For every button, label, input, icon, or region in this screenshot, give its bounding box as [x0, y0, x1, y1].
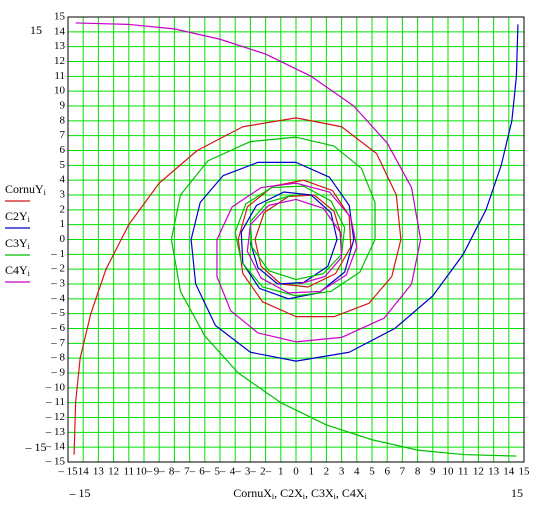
y-tick-label: 8 — [60, 114, 66, 126]
x-tick-label: 15 — [519, 466, 531, 478]
x-tick-label: 3 — [339, 466, 345, 478]
x-label-part: , C4X — [336, 486, 365, 500]
y-tick-label: – 14 — [45, 441, 66, 453]
legend-name: C3Y — [5, 236, 28, 250]
legend-label: C4Yi — [5, 263, 31, 278]
legend-subscript: i — [28, 269, 31, 278]
y-limit-label: – 15 — [25, 440, 47, 454]
x-tick-label: 4– — [230, 466, 242, 478]
y-tick-label: – 1 — [50, 248, 65, 260]
y-tick-label: 12 — [54, 55, 65, 67]
legend-subscript: i — [44, 188, 47, 197]
spiral-line — [190, 24, 519, 362]
y-tick-label: 14 — [54, 25, 66, 37]
y-tick-label: – 6 — [50, 322, 65, 334]
y-tick-label: 1 — [60, 218, 66, 230]
x-tick-label: 12 — [473, 466, 484, 478]
y-tick-label: – 5 — [50, 307, 65, 319]
x-tick-label: 10– — [136, 466, 153, 478]
x-axis-label: CornuXi, C2Xi, C3Xi, C4Xi — [233, 486, 367, 501]
y-tick-label: – 3 — [50, 278, 65, 290]
y-tick-label: 9 — [60, 100, 66, 112]
y-tick-label: 0 — [60, 233, 66, 245]
x-label-subscript: i — [272, 492, 275, 501]
x-tick-label: 6– — [199, 466, 211, 478]
legend-name: C2Y — [5, 209, 28, 223]
x-tick-label: 9– — [154, 466, 166, 478]
x-tick-label: – 15 — [57, 466, 78, 478]
legend-label: CornuYi — [5, 182, 47, 197]
y-tick-label: – 13 — [45, 426, 66, 438]
x-label-part: CornuX — [233, 486, 272, 500]
spiral-line — [75, 22, 422, 343]
y-tick-label: 7 — [60, 129, 66, 141]
y-tick-label: – 2 — [50, 263, 65, 275]
y-tick-label: – 8 — [50, 352, 65, 364]
legend-name: C4Y — [5, 263, 28, 277]
x-tick-label: 8– — [169, 466, 181, 478]
y-tick-label: – 9 — [50, 367, 65, 379]
legend-label: C2Yi — [5, 209, 31, 224]
y-tick-label: 11 — [54, 70, 65, 82]
x-tick-label: 12 — [108, 466, 119, 478]
y-tick-label: 10 — [54, 85, 66, 97]
legend-subscript: i — [28, 215, 31, 224]
y-tick-label: – 11 — [45, 396, 65, 408]
x-label-part: , C2X — [274, 486, 303, 500]
y-limit-label: 15 — [30, 23, 42, 37]
y-tick-label: 3 — [60, 189, 66, 201]
spiral-line — [73, 117, 402, 455]
plot-frame — [67, 16, 525, 463]
x-tick-label: 13 — [488, 466, 500, 478]
x-tick-label: 7– — [184, 466, 196, 478]
x-tick-label: 8 — [415, 466, 421, 478]
x-tick-label: 10 — [443, 466, 455, 478]
x-tick-label: 5 — [369, 466, 375, 478]
x-tick-label: 9 — [430, 466, 436, 478]
x-label-part: , C3X — [305, 486, 334, 500]
x-tick-label: 14 — [503, 466, 515, 478]
legend-name: CornuY — [5, 182, 44, 196]
x-label-subscript: i — [334, 492, 337, 501]
x-label-subscript: i — [303, 492, 306, 501]
legend-subscript: i — [28, 242, 31, 251]
x-tick-label: 3– — [245, 466, 257, 478]
x-tick-label: 11 — [124, 466, 135, 478]
x-tick-label: 2– — [260, 466, 272, 478]
x-tick-label: 11 — [458, 466, 469, 478]
x-tick-label: 4 — [354, 466, 360, 478]
y-tick-label: 13 — [54, 40, 66, 52]
x-label-subscript: i — [365, 492, 368, 501]
y-tick-label: – 10 — [45, 381, 66, 393]
y-tick-label: – 15 — [45, 456, 66, 468]
y-tick-label: 4 — [60, 174, 66, 186]
x-tick-label: 2 — [324, 466, 330, 478]
spiral-line — [170, 136, 517, 457]
x-tick-label: 0 — [293, 466, 299, 478]
y-tick-label: 5 — [60, 159, 66, 171]
x-limit-label: – 15 — [69, 486, 91, 500]
y-tick-label: 6 — [60, 144, 66, 156]
legend-label: C3Yi — [5, 236, 31, 251]
y-tick-label: – 12 — [45, 411, 65, 423]
y-tick-label: – 7 — [50, 337, 65, 349]
x-tick-label: 1 — [308, 466, 314, 478]
x-tick-label: 6 — [384, 466, 390, 478]
x-tick-label: 5– — [215, 466, 227, 478]
y-tick-label: 2 — [60, 203, 66, 215]
y-tick-label: 15 — [54, 11, 66, 23]
y-tick-label: – 4 — [50, 292, 65, 304]
x-tick-label: 14 — [78, 466, 90, 478]
x-tick-label: 7 — [400, 466, 406, 478]
x-tick-label: 13 — [93, 466, 105, 478]
x-tick-label: 1 — [278, 466, 284, 478]
x-limit-label: 15 — [511, 486, 523, 500]
